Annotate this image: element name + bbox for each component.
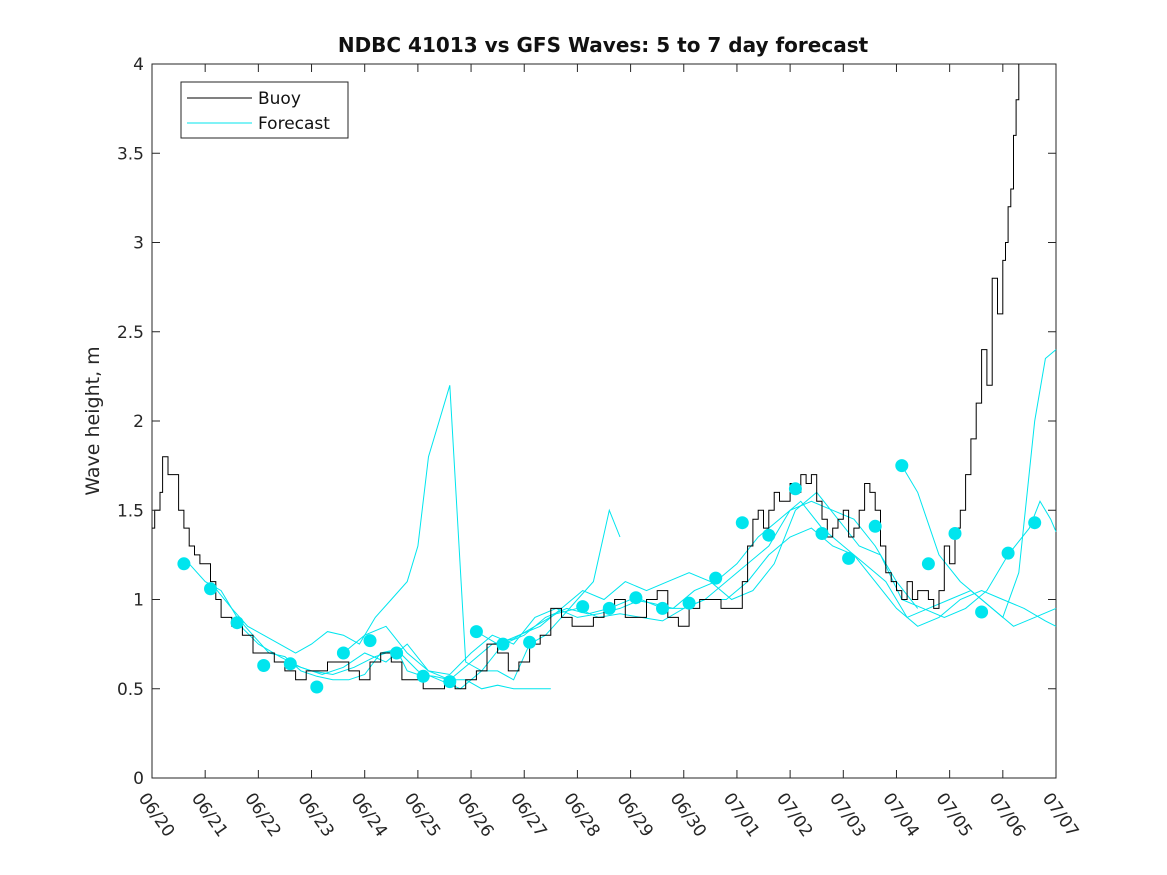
x-tick-label: 07/06 bbox=[985, 789, 1029, 841]
forecast-line-1 bbox=[188, 563, 551, 690]
forecast-marker bbox=[602, 601, 616, 615]
legend: Buoy Forecast bbox=[180, 81, 349, 139]
x-tick-label: 06/27 bbox=[506, 789, 550, 841]
forecast-marker bbox=[842, 551, 856, 565]
forecast-marker bbox=[682, 596, 696, 610]
forecast-marker bbox=[815, 527, 829, 540]
forecast-marker bbox=[390, 646, 404, 660]
forecast-marker bbox=[1001, 546, 1015, 560]
forecast-marker bbox=[177, 557, 191, 571]
y-tick-label: 3.5 bbox=[117, 144, 144, 164]
x-tick-label: 07/01 bbox=[719, 789, 763, 841]
forecast-line-7 bbox=[901, 349, 1057, 619]
y-tick-label: 2.5 bbox=[117, 323, 144, 343]
forecast-marker bbox=[975, 605, 989, 619]
forecast-marker bbox=[762, 528, 776, 542]
forecast-marker bbox=[656, 601, 669, 615]
chart-title: NDBC 41013 vs GFS Waves: 5 to 7 day fore… bbox=[338, 33, 869, 57]
forecast-line-6 bbox=[476, 491, 1057, 645]
forecast-line-4 bbox=[290, 500, 1057, 690]
forecast-marker bbox=[496, 637, 510, 651]
forecast-marker bbox=[523, 635, 537, 649]
x-tick-label: 06/28 bbox=[559, 789, 603, 841]
forecast-marker bbox=[283, 657, 297, 671]
forecast-marker bbox=[204, 582, 217, 596]
x-tick-label: 06/26 bbox=[453, 789, 497, 841]
y-axis-label: Wave height, m bbox=[82, 346, 104, 495]
series-layer bbox=[152, 64, 1057, 694]
x-tick-label: 06/24 bbox=[347, 789, 391, 841]
forecast-marker bbox=[336, 646, 350, 660]
x-tick-label: 06/23 bbox=[293, 789, 337, 841]
y-tick-label: 1.5 bbox=[117, 501, 144, 521]
forecast-marker bbox=[576, 600, 590, 614]
y-tick-label: 3 bbox=[133, 234, 144, 254]
x-tick-label: 06/21 bbox=[187, 789, 231, 841]
forecast-marker bbox=[788, 482, 802, 496]
forecast-line-3 bbox=[236, 500, 919, 676]
forecast-marker bbox=[948, 527, 962, 540]
x-tick-label: 06/30 bbox=[666, 789, 710, 841]
forecast-marker bbox=[230, 616, 244, 630]
forecast-marker bbox=[868, 519, 882, 533]
y-tick-label: 0 bbox=[133, 769, 144, 789]
y-tick-label: 0.5 bbox=[117, 680, 144, 700]
legend-buoy-label: Buoy bbox=[258, 89, 301, 109]
x-tick-label: 06/29 bbox=[612, 789, 656, 841]
forecast-marker bbox=[257, 659, 271, 672]
legend-box bbox=[180, 81, 349, 139]
y-tick-label: 2 bbox=[133, 412, 144, 432]
forecast-marker bbox=[629, 591, 643, 605]
x-tick-label: 06/25 bbox=[400, 789, 444, 841]
forecast-line-2 bbox=[215, 385, 621, 681]
y-tick-label: 4 bbox=[133, 55, 144, 75]
forecast-marker bbox=[469, 625, 483, 639]
forecast-marker bbox=[735, 516, 749, 530]
x-tick-label: 07/04 bbox=[878, 789, 922, 841]
forecast-marker bbox=[921, 557, 935, 571]
x-tick-label: 07/03 bbox=[825, 789, 869, 841]
plot-area bbox=[151, 63, 1057, 779]
forecast-marker bbox=[1028, 516, 1042, 530]
x-tick-label: 06/20 bbox=[134, 789, 178, 841]
forecast-marker bbox=[443, 675, 457, 689]
x-tick-label: 06/22 bbox=[240, 789, 284, 841]
legend-forecast-label: Forecast bbox=[258, 114, 330, 134]
forecast-marker bbox=[416, 669, 430, 683]
x-tick-label: 07/07 bbox=[1038, 789, 1082, 841]
forecast-marker bbox=[709, 571, 723, 585]
x-tick-label: 07/05 bbox=[932, 789, 976, 841]
forecast-marker bbox=[310, 680, 324, 694]
x-tick-label: 07/02 bbox=[772, 789, 816, 841]
forecast-marker bbox=[363, 634, 377, 648]
y-tick-label: 1 bbox=[133, 591, 144, 611]
forecast-marker bbox=[895, 459, 909, 473]
